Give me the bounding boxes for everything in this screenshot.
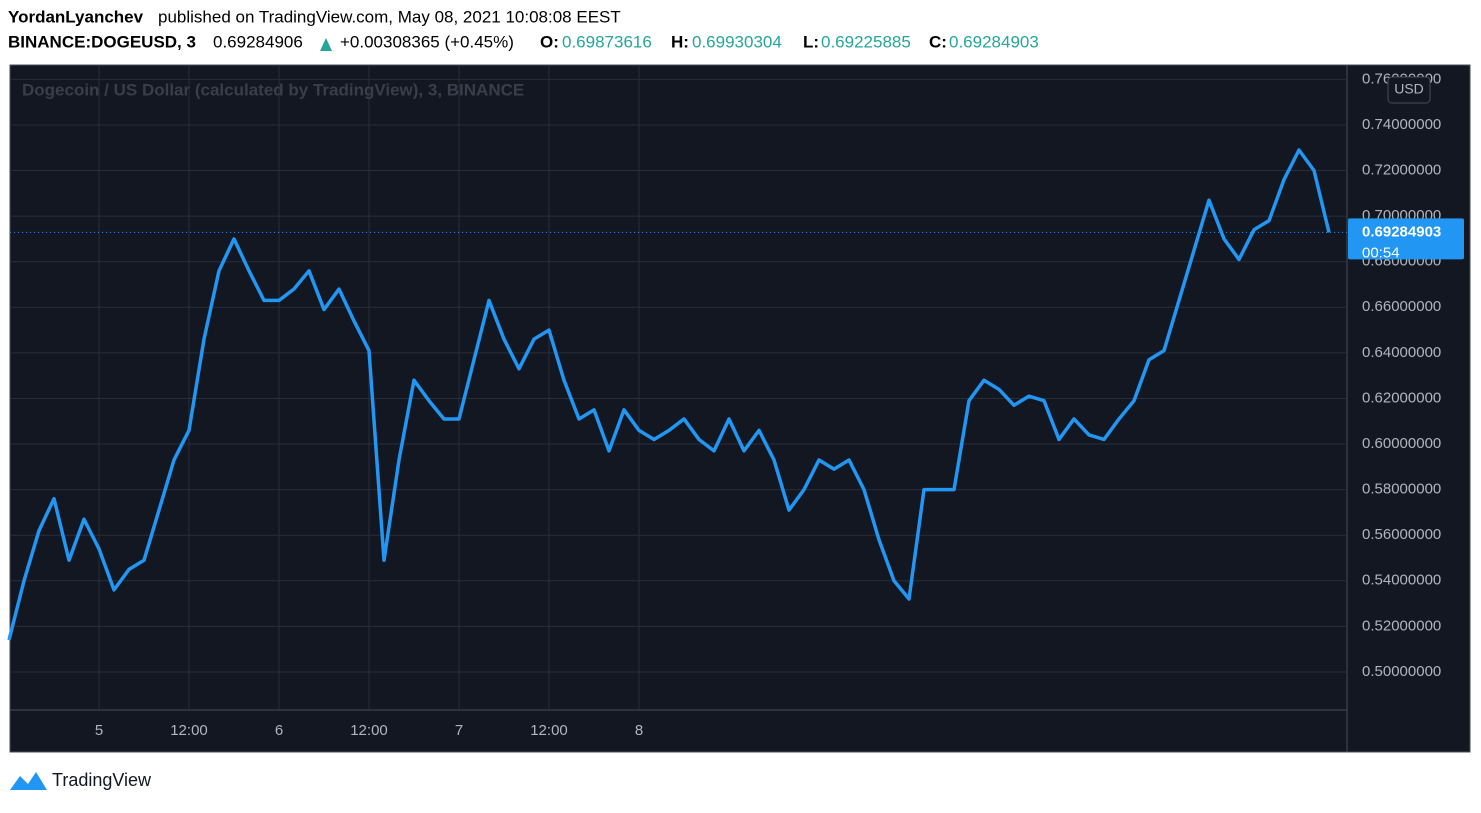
last-price-label: 0.69284903 [1362,223,1441,240]
low: 0.69225885 [821,32,911,51]
logo-icon [10,772,47,790]
published: published on TradingView.com, May 08, 20… [158,7,621,26]
grid [10,65,1347,710]
close: 0.69284903 [949,32,1039,51]
y-tick-label: 0.74000000 [1362,116,1441,133]
symbol: BINANCE:DOGEUSD, 3 [8,32,196,51]
author: YordanLyanchev [8,7,144,26]
x-tick-label: 12:00 [350,722,388,739]
y-tick-label: 0.62000000 [1362,389,1441,406]
high-key: H: [671,32,689,51]
currency[interactable]: USD [1394,81,1424,97]
plot [7,148,1347,641]
x-tick-label: 5 [95,722,103,739]
y-tick-label: 0.58000000 [1362,481,1441,498]
price-line [7,148,1331,641]
y-tick-label: 0.64000000 [1362,344,1441,361]
last-price-box [1348,218,1464,260]
watermark: Dogecoin / US Dollar (calculated by Trad… [22,80,524,99]
axis: 0.50000000 0.52000000 0.54000000 0.56000000… [95,70,1464,739]
x-tick-label: 12:00 [170,722,208,739]
high: 0.69930304 [692,32,782,51]
y-tick-label: 0.52000000 [1362,617,1441,634]
y-tick-label: 0.72000000 [1362,161,1441,178]
currency-box[interactable] [1387,76,1431,104]
open: 0.69873616 [562,32,652,51]
close-key: C: [929,32,947,51]
symbol-line: BINANCE:DOGEUSD, 3 0.69284906 +0.0030836… [8,32,1039,51]
x-tick-label: 7 [455,722,463,739]
change: +0.00308365 (+0.45%) [340,32,514,51]
x-tick-label: 6 [275,722,283,739]
last: 0.69284906 [213,32,303,51]
open-key: O: [540,32,559,51]
y-tick-label: 0.54000000 [1362,572,1441,589]
y-tick-label: 0.50000000 [1362,663,1441,680]
x-tick-label: 12:00 [530,722,568,739]
logo: TradingView [10,770,152,790]
countdown: 00:54 [1362,244,1400,261]
up-arrow [320,38,332,51]
y-tick-label: 0.60000000 [1362,435,1441,452]
brand: TradingView [52,770,152,790]
y-tick-label: 0.56000000 [1362,526,1441,543]
y-tick-label: 0.66000000 [1362,298,1441,315]
x-tick-label: 8 [635,722,643,739]
chart-background [9,64,1471,753]
low-key: L: [803,32,819,51]
